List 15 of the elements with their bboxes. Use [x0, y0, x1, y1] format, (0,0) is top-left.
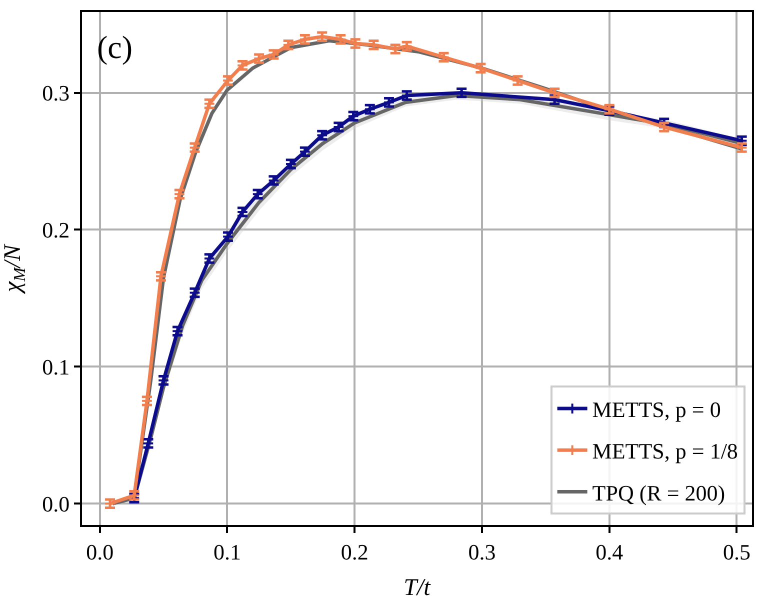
- x-tick-label: 0.0: [86, 539, 114, 564]
- legend-label: METTS, p = 0: [592, 397, 721, 422]
- legend-label: TPQ (R = 200): [592, 480, 726, 506]
- x-tick-label: 0.3: [468, 539, 496, 564]
- x-axis-title: T/t: [404, 575, 432, 602]
- y-tick-label: 0.2: [42, 217, 70, 242]
- y-tick-label: 0.0: [42, 491, 70, 516]
- x-tick-label: 0.2: [340, 539, 368, 564]
- x-tick-label: 0.5: [722, 539, 750, 564]
- y-tick-label: 0.3: [42, 80, 70, 106]
- legend-label: METTS, p = 1/8: [592, 438, 738, 464]
- x-tick-label: 0.4: [596, 539, 624, 564]
- x-tick-label: 0.1: [213, 539, 241, 564]
- y-tick-label: 0.1: [42, 354, 70, 380]
- annotation: (c): [97, 29, 133, 65]
